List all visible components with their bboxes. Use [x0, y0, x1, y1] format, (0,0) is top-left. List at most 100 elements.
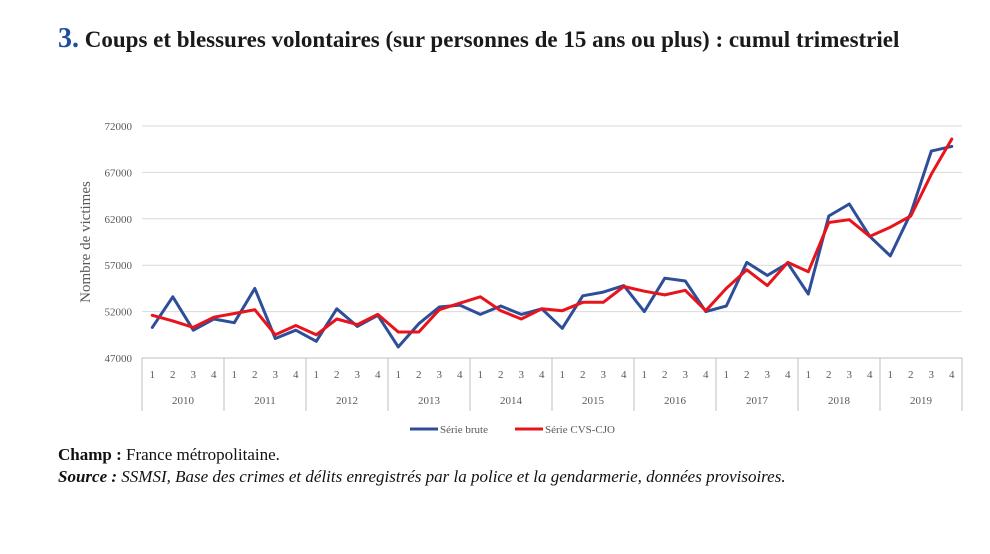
- data-point: [745, 268, 749, 272]
- y-tick-label: 72000: [105, 121, 133, 133]
- data-point: [191, 326, 195, 329]
- data-point: [581, 294, 585, 298]
- legend-label-brute: Série brute: [440, 424, 488, 436]
- quarter-tick-label: 1: [724, 369, 730, 381]
- data-point: [663, 293, 667, 297]
- quarter-tick-label: 1: [314, 369, 320, 381]
- quarter-tick-label: 1: [232, 369, 238, 381]
- year-tick-label: 2018: [828, 395, 851, 407]
- data-point: [171, 295, 175, 299]
- data-point: [499, 304, 503, 308]
- source-label: Source :: [58, 467, 118, 486]
- data-point: [847, 202, 851, 206]
- champ-note: Champ : France métropolitaine.: [58, 444, 958, 466]
- data-point: [396, 345, 400, 349]
- data-point: [950, 137, 954, 141]
- data-point: [724, 287, 728, 290]
- data-point: [642, 289, 646, 293]
- data-point: [294, 328, 298, 332]
- y-tick-label: 62000: [105, 214, 133, 226]
- y-axis-title: Nombre de victimes: [78, 181, 94, 303]
- data-point: [396, 330, 400, 334]
- data-point: [253, 308, 257, 312]
- data-point: [724, 304, 728, 308]
- data-point: [929, 149, 933, 153]
- data-point: [560, 309, 564, 312]
- year-tick-label: 2019: [910, 395, 933, 407]
- quarter-tick-label: 1: [478, 369, 484, 381]
- quarter-tick-label: 4: [375, 369, 381, 381]
- quarter-tick-label: 3: [765, 369, 771, 381]
- data-point: [540, 307, 544, 311]
- data-point: [437, 305, 441, 309]
- data-point: [909, 214, 913, 218]
- quarter-tick-label: 2: [744, 369, 750, 381]
- year-tick-label: 2014: [500, 395, 523, 407]
- y-tick-label: 67000: [105, 167, 133, 179]
- y-tick-label: 47000: [105, 353, 133, 365]
- data-point: [806, 292, 810, 296]
- data-point: [601, 301, 605, 304]
- quarter-tick-label: 2: [826, 369, 832, 381]
- source-text: SSMSI, Base des crimes et délits enregis…: [121, 467, 786, 486]
- quarter-tick-label: 1: [888, 369, 894, 381]
- data-point: [294, 324, 298, 327]
- data-point: [273, 337, 277, 340]
- data-point: [417, 322, 421, 325]
- quarter-tick-label: 4: [703, 369, 709, 381]
- quarter-tick-label: 3: [683, 369, 689, 381]
- quarter-tick-label: 3: [929, 369, 935, 381]
- champ-label: Champ :: [58, 445, 122, 464]
- data-point: [519, 317, 523, 321]
- quarter-tick-label: 2: [580, 369, 586, 381]
- year-tick-label: 2013: [418, 395, 441, 407]
- data-point: [232, 312, 236, 315]
- quarter-tick-label: 3: [601, 369, 607, 381]
- data-point: [458, 301, 462, 305]
- data-point: [786, 261, 790, 264]
- section-number: 3.: [58, 23, 79, 54]
- data-point: [888, 225, 892, 229]
- quarter-tick-label: 2: [416, 369, 422, 381]
- data-point: [355, 323, 359, 326]
- data-point: [335, 307, 339, 311]
- quarter-tick-label: 4: [293, 369, 299, 381]
- quarter-tick-label: 3: [355, 369, 361, 381]
- data-point: [683, 279, 687, 283]
- title-text: Coups et blessures volontaires (sur pers…: [84, 27, 900, 52]
- data-point: [581, 301, 585, 304]
- data-point: [868, 235, 872, 238]
- quarter-tick-label: 3: [191, 369, 197, 381]
- data-point: [314, 339, 318, 343]
- quarter-tick-label: 3: [847, 369, 853, 381]
- quarter-tick-label: 1: [642, 369, 648, 381]
- year-tick-label: 2017: [746, 395, 769, 407]
- year-tick-label: 2012: [336, 395, 358, 407]
- quarter-tick-label: 4: [949, 369, 955, 381]
- data-point: [437, 308, 441, 312]
- line-chart: 47000 52000 57000 62000 67000 72000 1 2 3 4 1 2 3 4 1 2…: [78, 121, 963, 436]
- data-point: [827, 221, 831, 224]
- data-point: [806, 270, 810, 273]
- data-point: [417, 330, 421, 334]
- quarter-tick-label: 2: [334, 369, 340, 381]
- data-point: [929, 172, 933, 176]
- data-point: [622, 285, 626, 288]
- data-point: [478, 313, 482, 316]
- data-point: [253, 287, 257, 290]
- chart-notes: Champ : France métropolitaine. Source : …: [58, 444, 958, 488]
- quarter-tick-label: 4: [539, 369, 545, 381]
- data-point: [560, 327, 564, 330]
- series-line-brute: [150, 144, 954, 349]
- year-tick-label: 2015: [582, 395, 605, 407]
- data-point: [232, 321, 236, 325]
- year-tick-label: 2016: [664, 395, 687, 407]
- data-point: [827, 214, 831, 218]
- quarter-tick-label: 4: [211, 369, 217, 381]
- data-point: [212, 315, 216, 319]
- data-point: [335, 317, 339, 321]
- data-point: [191, 328, 195, 332]
- data-point: [601, 290, 605, 294]
- data-point: [888, 254, 892, 258]
- data-point: [745, 261, 749, 264]
